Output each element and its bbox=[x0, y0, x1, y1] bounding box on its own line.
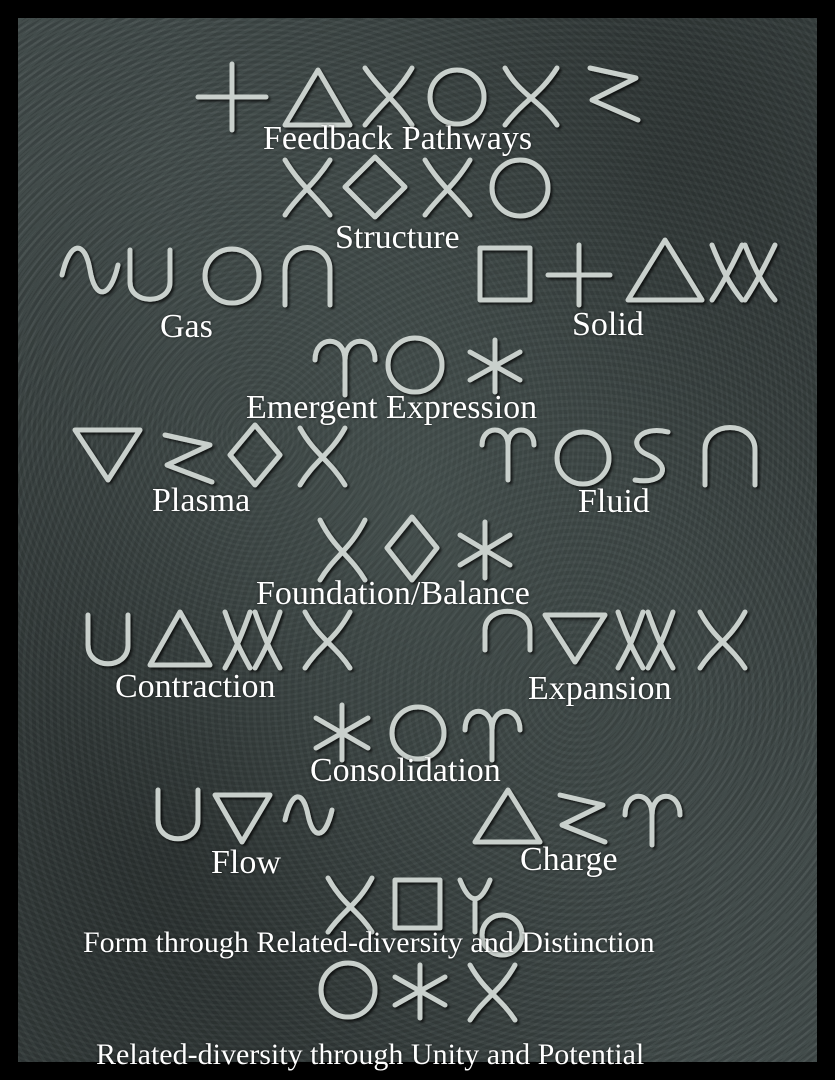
circle-glyph bbox=[479, 912, 525, 958]
circle-glyph bbox=[554, 429, 612, 487]
square-glyph bbox=[477, 245, 533, 303]
label-charge: Charge bbox=[520, 841, 618, 878]
inverted-triangle-glyph bbox=[212, 792, 273, 845]
diamond-glyph bbox=[384, 514, 440, 583]
cross-glyph bbox=[545, 242, 613, 308]
circle-glyph bbox=[389, 704, 447, 762]
x-curve-glyph bbox=[467, 962, 518, 1023]
glyph-row-5-right bbox=[479, 425, 758, 488]
glyph-row-1 bbox=[195, 61, 641, 133]
glyph-row-9-right bbox=[472, 787, 683, 848]
star-glyph bbox=[392, 962, 448, 1021]
x-curve-glyph bbox=[282, 157, 333, 218]
x-curve-glyph bbox=[302, 609, 353, 671]
w-glyph bbox=[709, 242, 778, 303]
diamond-glyph bbox=[342, 154, 408, 220]
arch-glyph bbox=[282, 245, 333, 308]
x-curve-glyph bbox=[697, 609, 748, 671]
arch-glyph bbox=[702, 425, 758, 488]
s-glyph bbox=[632, 428, 671, 484]
u-glyph bbox=[127, 247, 173, 302]
glyph-row-6 bbox=[317, 514, 513, 583]
square-glyph bbox=[392, 877, 443, 931]
glyph-row-3-left bbox=[59, 245, 333, 308]
inverted-triangle-glyph bbox=[542, 612, 608, 665]
wave-glyph bbox=[59, 245, 121, 295]
glyph-row-7-right bbox=[482, 608, 748, 671]
stone-tablet-background bbox=[18, 18, 817, 1062]
label-gas: Gas bbox=[160, 308, 213, 345]
glyph-row-2 bbox=[282, 154, 551, 220]
label-solid: Solid bbox=[572, 306, 644, 343]
circle-glyph bbox=[427, 67, 487, 127]
wave-glyph bbox=[282, 794, 335, 836]
glyph-row-7-left bbox=[85, 609, 353, 671]
x-curve-glyph bbox=[325, 875, 375, 935]
inverted-triangle-glyph bbox=[72, 427, 143, 483]
x-curve-glyph bbox=[297, 425, 348, 488]
circle-glyph bbox=[489, 157, 551, 219]
cross-glyph bbox=[195, 61, 269, 133]
circle-glyph bbox=[318, 960, 378, 1020]
ram-glyph bbox=[462, 708, 523, 763]
label-related-line: Related-diversity through Unity and Pote… bbox=[96, 1038, 645, 1071]
label-foundation-balance: Foundation/Balance bbox=[256, 575, 530, 612]
glyph-row-4 bbox=[312, 335, 523, 398]
triangle-glyph bbox=[625, 237, 705, 303]
star-glyph bbox=[467, 337, 523, 395]
u-glyph bbox=[85, 612, 131, 667]
triangle-glyph bbox=[282, 67, 353, 128]
label-feedback-pathways: Feedback Pathways bbox=[263, 120, 533, 157]
ram-glyph bbox=[312, 338, 378, 398]
w-glyph bbox=[615, 609, 676, 671]
triangle-glyph bbox=[147, 609, 213, 668]
ram-glyph bbox=[622, 793, 683, 848]
ram-glyph bbox=[479, 427, 537, 483]
star-glyph bbox=[313, 702, 371, 763]
glyph-row-5-left bbox=[72, 422, 348, 488]
arch-glyph bbox=[482, 608, 533, 653]
u-glyph bbox=[155, 787, 201, 842]
label-expansion: Expansion bbox=[528, 670, 672, 707]
label-plasma: Plasma bbox=[152, 482, 251, 519]
w-glyph bbox=[222, 609, 283, 671]
diamond-glyph bbox=[227, 422, 283, 488]
z-glyph bbox=[162, 432, 215, 485]
glyph-row-9-left bbox=[155, 787, 335, 845]
label-contraction: Contraction bbox=[115, 668, 276, 705]
circle-glyph bbox=[385, 335, 445, 395]
label-emergent-expression: Emergent Expression bbox=[246, 389, 538, 426]
star-glyph bbox=[457, 519, 513, 581]
y-glyph bbox=[457, 877, 493, 935]
circle-glyph bbox=[202, 246, 262, 306]
x-curve-glyph bbox=[502, 65, 560, 128]
x-glyph bbox=[422, 157, 473, 218]
glyph-row-10 bbox=[325, 875, 525, 958]
label-form-line: Form through Related-diversity and Disti… bbox=[83, 926, 655, 959]
glyph-row-11 bbox=[318, 960, 518, 1023]
glyph-row-8 bbox=[313, 702, 523, 763]
x-glyph bbox=[362, 65, 415, 128]
z-glyph bbox=[557, 792, 608, 845]
label-flow: Flow bbox=[211, 844, 281, 881]
triangle-glyph bbox=[472, 787, 543, 845]
x-curve-glyph bbox=[317, 517, 368, 583]
z-glyph bbox=[587, 65, 641, 123]
glyph-row-3-right bbox=[477, 237, 778, 308]
label-consolidation: Consolidation bbox=[310, 752, 501, 789]
label-structure: Structure bbox=[335, 219, 460, 256]
label-fluid: Fluid bbox=[578, 483, 650, 520]
